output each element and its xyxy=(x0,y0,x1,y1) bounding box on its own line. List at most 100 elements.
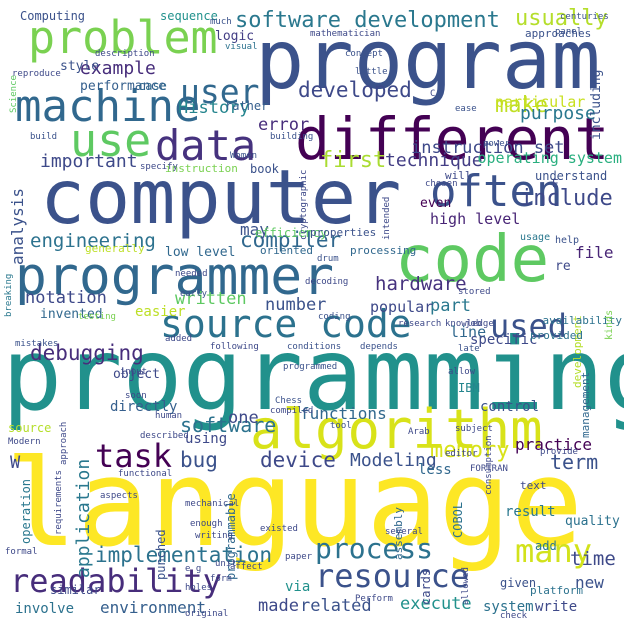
word-concept: concept xyxy=(345,49,383,59)
word-c: C xyxy=(430,89,436,99)
word-power: power xyxy=(483,139,511,149)
word-related: related xyxy=(300,596,372,616)
word-mechanical: mechanical xyxy=(185,499,240,509)
word-ibm: IBM xyxy=(458,381,480,395)
word-efficiency: efficiency xyxy=(255,226,328,240)
word-specify: specify xyxy=(140,162,178,172)
word-paper: paper xyxy=(285,552,313,562)
word-modeling: Modeling xyxy=(350,450,437,471)
word-often: often xyxy=(430,166,563,217)
word-centuries: centuries xyxy=(560,12,609,22)
word-following: following xyxy=(210,342,259,352)
word-depends: depends xyxy=(360,342,398,352)
word-visual: visual xyxy=(225,42,258,52)
word-described: described xyxy=(140,431,189,441)
word-intended: intended xyxy=(382,196,392,240)
word-one: one xyxy=(228,408,259,428)
word-given: given xyxy=(500,576,537,590)
word-enough: enough xyxy=(190,519,223,529)
word-affect: affect xyxy=(230,562,263,572)
word-implementation: implementation xyxy=(95,543,273,567)
word-error: error xyxy=(258,115,310,135)
word-coding: coding xyxy=(318,312,351,322)
word-compiled: compiled xyxy=(270,406,314,416)
word-human: human xyxy=(155,411,183,421)
word-written: written xyxy=(175,289,247,309)
word-use: use xyxy=(70,114,152,167)
word-functional: functional xyxy=(118,469,173,479)
word-case: case xyxy=(138,79,167,93)
word-term: term xyxy=(550,450,599,474)
word-early: early xyxy=(180,289,208,299)
word-machine: machine xyxy=(15,81,201,132)
word-write: write xyxy=(535,599,578,615)
word-needed: needed xyxy=(175,269,208,279)
word-result: result xyxy=(505,504,556,520)
word-many: many xyxy=(515,532,593,570)
word-debugging: debugging xyxy=(30,341,144,365)
word-rather: rather xyxy=(225,99,269,113)
word-software-development: software development xyxy=(235,8,500,33)
word-important: important xyxy=(40,151,138,172)
word-kinds: kinds xyxy=(604,309,615,340)
word-process: process xyxy=(315,532,434,565)
word-mathematician: mathematician xyxy=(310,29,381,39)
word-women: Women xyxy=(230,151,258,161)
word-arab: Arab xyxy=(408,427,430,437)
word-description: description xyxy=(95,49,155,59)
word-make: make xyxy=(495,93,548,118)
word-cards: cards xyxy=(419,568,433,605)
word-requirements: requirements xyxy=(54,469,64,535)
word-soon: soon xyxy=(125,391,147,401)
word-operating-system: operating system xyxy=(477,149,623,167)
word-file: file xyxy=(575,243,614,262)
word-research: research xyxy=(398,319,442,329)
word-drum: drum xyxy=(317,254,339,264)
word-software: software xyxy=(180,413,277,437)
word-holes: holes xyxy=(185,583,213,593)
word-w: W xyxy=(10,453,21,473)
word-chosen: chosen xyxy=(425,179,458,189)
word-including: including xyxy=(589,69,604,140)
word-conditions: conditions xyxy=(287,342,342,352)
word-provide: provide xyxy=(540,447,578,457)
word-notation: notation xyxy=(25,288,107,308)
word-cryptographic: cryptographic xyxy=(299,169,309,240)
word-particular: particular xyxy=(495,93,586,111)
word-made: made xyxy=(258,596,299,616)
word-breaking: breaking xyxy=(4,273,14,317)
word-stored: stored xyxy=(458,287,491,297)
word-original: original xyxy=(185,609,229,619)
word-writing: writing xyxy=(195,531,233,541)
word-testing: testing xyxy=(78,312,116,322)
word-book: book xyxy=(250,162,279,176)
word-perform: Perform xyxy=(355,594,393,604)
word-language: language xyxy=(5,435,583,574)
word-instruction: instruction xyxy=(165,162,238,175)
word-source: source xyxy=(8,421,52,435)
word-history: History xyxy=(178,98,250,118)
word-via: via xyxy=(285,579,311,595)
word-first: first xyxy=(320,148,387,173)
word-engineering: engineering xyxy=(30,230,156,252)
word-different: different xyxy=(295,105,610,173)
word-hardware: hardware xyxy=(375,273,467,295)
word-science: Science xyxy=(9,75,19,113)
word-understand: understand xyxy=(535,169,608,183)
word-directly: directly xyxy=(110,399,178,415)
word-chess: Chess xyxy=(275,396,303,406)
word-job: job xyxy=(465,319,482,329)
word-decoding: decoding xyxy=(305,277,349,287)
word-execute: execute xyxy=(400,594,472,614)
word-algorithm: algorithm xyxy=(250,398,543,461)
word-existed: existed xyxy=(260,524,298,534)
word-input: input xyxy=(120,367,148,377)
word-memory: memory xyxy=(430,438,510,463)
word-purpose: purpose xyxy=(520,103,596,124)
word-add: add xyxy=(535,539,557,553)
word-readability: readability xyxy=(10,562,222,600)
word-easier: easier xyxy=(135,304,186,320)
word-allow: allow xyxy=(448,367,476,377)
word-several: several xyxy=(385,527,423,537)
